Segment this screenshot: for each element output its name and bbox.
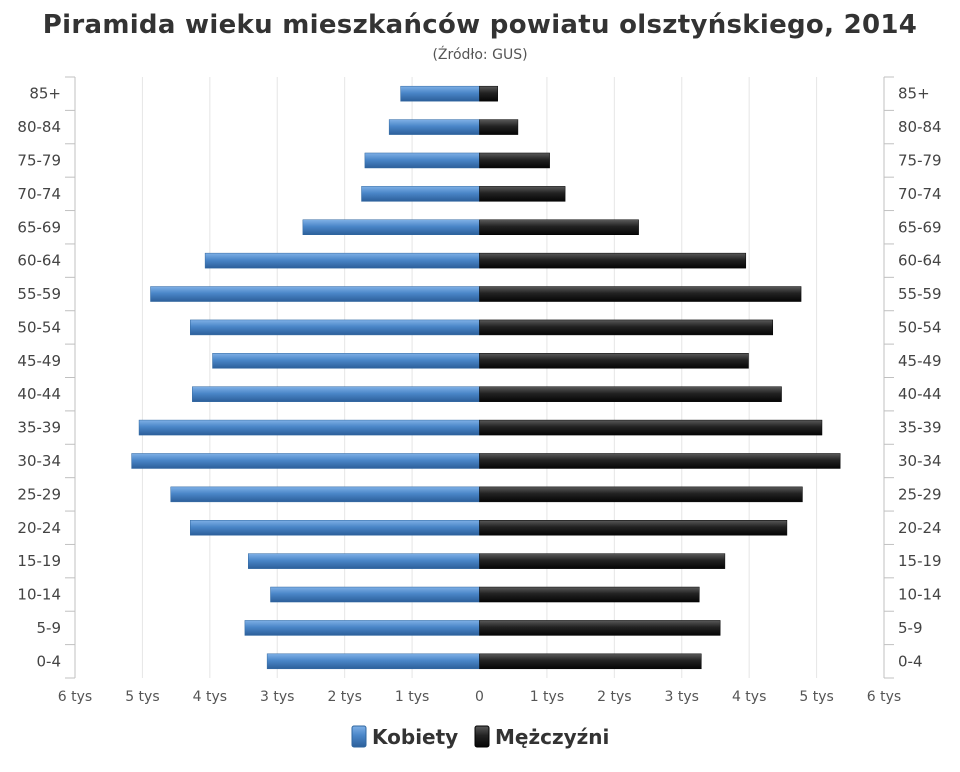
- legend-label-kobiety[interactable]: Kobiety: [372, 725, 458, 749]
- category-label-left: 5-9: [37, 619, 62, 637]
- category-label-right: 70-74: [898, 185, 942, 203]
- category-label-left: 50-54: [17, 318, 61, 336]
- bar-kobiety-25-29[interactable]: [170, 486, 480, 503]
- bar-kobiety-65-69[interactable]: [302, 219, 480, 235]
- x-tick-label: 5 tys: [125, 689, 159, 705]
- category-label-right: 55-59: [898, 285, 942, 303]
- category-label-right: 15-19: [898, 552, 942, 570]
- chart-subtitle: (Źródło: GUS): [432, 45, 527, 63]
- x-tick-label: 1 tys: [395, 689, 429, 705]
- bar-kobiety-5-9[interactable]: [244, 620, 480, 636]
- category-label-left: 85+: [29, 85, 61, 103]
- bar-mezczyzni-40-44[interactable]: [479, 386, 782, 402]
- bar-kobiety-45-49[interactable]: [212, 353, 480, 369]
- bar-kobiety-35-39[interactable]: [138, 419, 480, 436]
- bar-mezczyzni-20-24[interactable]: [479, 520, 788, 536]
- category-label-left: 0-4: [37, 652, 62, 670]
- bar-mezczyzni-85+[interactable]: [479, 85, 498, 102]
- category-label-left: 60-64: [17, 252, 61, 270]
- x-tick-label: 2 tys: [327, 689, 361, 705]
- category-label-right: 75-79: [898, 151, 942, 169]
- chart-title: Piramida wieku mieszkańców powiatu olszt…: [43, 10, 917, 40]
- bars: [131, 85, 841, 670]
- bar-mezczyzni-55-59[interactable]: [479, 286, 802, 302]
- category-label-left: 40-44: [17, 385, 61, 403]
- x-tick-label: 3 tys: [260, 689, 294, 705]
- bar-kobiety-75-79[interactable]: [364, 152, 480, 169]
- category-label-left: 35-39: [17, 419, 61, 437]
- bar-kobiety-50-54[interactable]: [190, 319, 480, 336]
- bar-mezczyzni-50-54[interactable]: [479, 319, 774, 336]
- bar-mezczyzni-80-84[interactable]: [479, 119, 519, 135]
- bar-mezczyzni-60-64[interactable]: [479, 252, 747, 269]
- x-tick-label: 0: [475, 689, 484, 705]
- category-label-left: 10-14: [17, 586, 61, 604]
- bar-mezczyzni-75-79[interactable]: [479, 152, 550, 169]
- category-label-left: 65-69: [17, 218, 61, 236]
- bar-mezczyzni-10-14[interactable]: [479, 586, 700, 603]
- category-label-left: 25-29: [17, 485, 61, 503]
- bar-mezczyzni-70-74[interactable]: [479, 186, 566, 202]
- axes: [65, 76, 894, 679]
- bar-kobiety-15-19[interactable]: [248, 553, 480, 569]
- bar-kobiety-55-59[interactable]: [150, 286, 480, 302]
- legend[interactable]: Kobiety Mężczyźni: [351, 725, 609, 749]
- bar-mezczyzni-5-9[interactable]: [479, 620, 721, 636]
- legend-label-mezczyzni[interactable]: Mężczyźni: [495, 725, 609, 749]
- bar-kobiety-40-44[interactable]: [192, 386, 480, 402]
- bar-mezczyzni-65-69[interactable]: [479, 219, 639, 235]
- category-labels: 85+ 85+ 80-84 80-84 75-79 75-79 70-74 70-74 65-6…: [17, 85, 941, 671]
- bar-kobiety-20-24[interactable]: [190, 520, 480, 536]
- bar-kobiety-80-84[interactable]: [388, 119, 480, 135]
- bar-mezczyzni-45-49[interactable]: [479, 353, 749, 369]
- bar-kobiety-85+[interactable]: [400, 85, 480, 102]
- category-label-right: 10-14: [898, 586, 942, 604]
- x-tick-label: 6 tys: [867, 689, 901, 705]
- x-tick-label: 6 tys: [58, 689, 92, 705]
- category-label-right: 20-24: [898, 519, 942, 537]
- category-label-right: 50-54: [898, 318, 942, 336]
- x-tick-label: 4 tys: [193, 689, 227, 705]
- category-label-left: 80-84: [17, 118, 61, 136]
- bar-mezczyzni-15-19[interactable]: [479, 553, 726, 569]
- category-label-left: 30-34: [17, 452, 61, 470]
- x-tick-label: 5 tys: [799, 689, 833, 705]
- legend-swatch-kobiety[interactable]: [351, 725, 367, 748]
- legend-swatch-mezczyzni[interactable]: [474, 725, 490, 748]
- category-label-right: 60-64: [898, 252, 942, 270]
- category-label-right: 5-9: [898, 619, 923, 637]
- category-label-right: 45-49: [898, 352, 942, 370]
- category-label-right: 80-84: [898, 118, 942, 136]
- x-tick-label: 4 tys: [732, 689, 766, 705]
- category-label-right: 65-69: [898, 218, 942, 236]
- bar-kobiety-70-74[interactable]: [361, 186, 480, 202]
- category-label-right: 25-29: [898, 485, 942, 503]
- bar-kobiety-30-34[interactable]: [131, 453, 480, 469]
- bar-kobiety-60-64[interactable]: [204, 252, 480, 269]
- category-label-left: 15-19: [17, 552, 61, 570]
- x-tick-label: 3 tys: [665, 689, 699, 705]
- x-tick-label: 2 tys: [597, 689, 631, 705]
- bar-mezczyzni-35-39[interactable]: [479, 419, 823, 436]
- x-tick-labels: 6 tys 5 tys 4 tys 3 tys 2 tys 1 tys 0 1 tys 2 ty…: [58, 689, 901, 705]
- bar-kobiety-10-14[interactable]: [270, 586, 480, 603]
- category-label-left: 70-74: [17, 185, 61, 203]
- category-label-left: 20-24: [17, 519, 61, 537]
- bar-mezczyzni-30-34[interactable]: [479, 453, 841, 469]
- bar-mezczyzni-0-4[interactable]: [479, 653, 702, 670]
- bar-mezczyzni-25-29[interactable]: [479, 486, 803, 503]
- category-label-left: 45-49: [17, 352, 61, 370]
- category-label-right: 35-39: [898, 419, 942, 437]
- category-label-left: 55-59: [17, 285, 61, 303]
- category-label-left: 75-79: [17, 151, 61, 169]
- category-label-right: 85+: [898, 85, 930, 103]
- category-label-right: 30-34: [898, 452, 942, 470]
- bar-kobiety-0-4[interactable]: [266, 653, 480, 670]
- x-tick-label: 1 tys: [530, 689, 564, 705]
- category-label-right: 40-44: [898, 385, 942, 403]
- category-label-right: 0-4: [898, 652, 923, 670]
